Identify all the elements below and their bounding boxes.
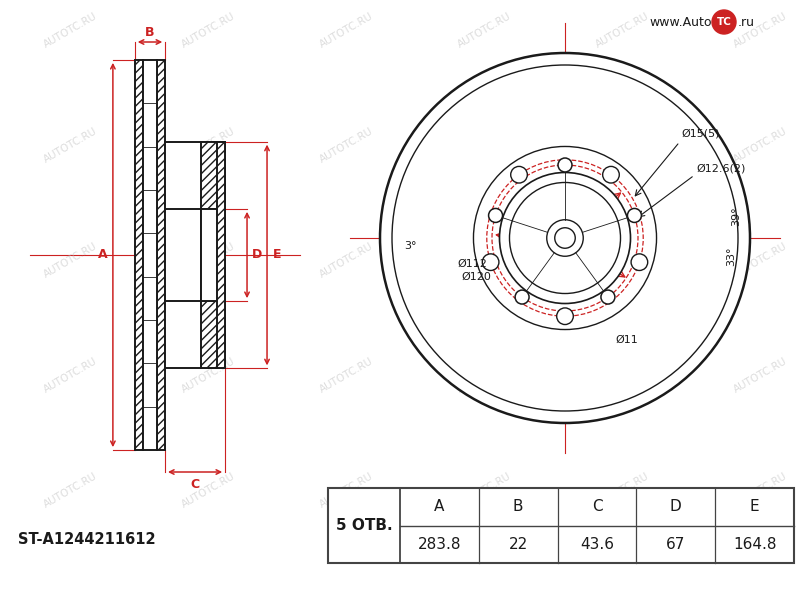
Text: Ø12.6(2): Ø12.6(2) [697, 163, 746, 173]
Text: AUTOTC.RU: AUTOTC.RU [179, 356, 237, 394]
Circle shape [557, 308, 574, 325]
Text: AUTOTC.RU: AUTOTC.RU [179, 470, 237, 509]
Text: D: D [670, 499, 682, 514]
Bar [165, 209, 201, 301]
Circle shape [482, 254, 499, 271]
Circle shape [392, 65, 738, 411]
Text: AUTOTC.RU: AUTOTC.RU [179, 11, 237, 49]
Circle shape [627, 208, 642, 223]
Bar [165, 142, 225, 368]
Text: AUTOTC.RU: AUTOTC.RU [179, 241, 237, 280]
Text: E: E [273, 248, 282, 262]
Circle shape [510, 166, 527, 183]
Text: 67: 67 [666, 537, 686, 552]
Circle shape [631, 254, 648, 271]
Text: AUTOTC.RU: AUTOTC.RU [731, 125, 789, 164]
Text: 39°: 39° [731, 206, 742, 226]
Text: AUTOTC.RU: AUTOTC.RU [455, 125, 513, 164]
Bar [201, 301, 225, 368]
Text: 22: 22 [509, 537, 528, 552]
Text: AUTOTC.RU: AUTOTC.RU [318, 356, 374, 394]
Circle shape [554, 228, 575, 248]
Bar [157, 60, 165, 450]
Text: AUTOTC.RU: AUTOTC.RU [594, 470, 650, 509]
Bar [217, 142, 225, 368]
Bar [143, 60, 157, 450]
Text: AUTOTC.RU: AUTOTC.RU [318, 241, 374, 280]
Text: B: B [146, 25, 154, 38]
Text: AUTOTC.RU: AUTOTC.RU [42, 125, 98, 164]
Text: E: E [750, 499, 759, 514]
Text: AUTOTC.RU: AUTOTC.RU [594, 125, 650, 164]
Text: 164.8: 164.8 [733, 537, 776, 552]
Bar [135, 60, 143, 450]
Bar [201, 142, 225, 209]
Text: Ø120: Ø120 [462, 272, 492, 282]
Text: .ru: .ru [738, 16, 755, 28]
Circle shape [510, 182, 621, 293]
Text: AUTOTC.RU: AUTOTC.RU [731, 356, 789, 394]
Text: AUTOTC.RU: AUTOTC.RU [731, 241, 789, 280]
Text: AUTOTC.RU: AUTOTC.RU [318, 125, 374, 164]
Circle shape [602, 166, 619, 183]
Circle shape [546, 220, 583, 256]
Bar [328, 488, 794, 563]
Circle shape [489, 208, 502, 223]
Text: AUTOTC.RU: AUTOTC.RU [318, 11, 374, 49]
Text: TC: TC [717, 17, 731, 27]
Text: AUTOTC.RU: AUTOTC.RU [455, 241, 513, 280]
Text: AUTOTC.RU: AUTOTC.RU [594, 11, 650, 49]
Circle shape [515, 290, 529, 304]
Text: AUTOTC.RU: AUTOTC.RU [318, 470, 374, 509]
Text: AUTOTC.RU: AUTOTC.RU [42, 470, 98, 509]
Text: www.Auto: www.Auto [650, 16, 712, 28]
Text: C: C [592, 499, 602, 514]
Circle shape [380, 53, 750, 423]
Text: AUTOTC.RU: AUTOTC.RU [42, 11, 98, 49]
Circle shape [474, 146, 657, 329]
Text: A: A [434, 499, 445, 514]
Circle shape [558, 158, 572, 172]
Circle shape [499, 172, 630, 304]
Text: 43.6: 43.6 [580, 537, 614, 552]
Circle shape [601, 290, 615, 304]
Text: Ø112: Ø112 [457, 259, 487, 269]
Text: AUTOTC.RU: AUTOTC.RU [455, 470, 513, 509]
Text: AUTOTC.RU: AUTOTC.RU [179, 125, 237, 164]
Text: 283.8: 283.8 [418, 537, 461, 552]
Text: 5 ОТВ.: 5 ОТВ. [336, 518, 392, 533]
Bar [201, 209, 225, 301]
Circle shape [712, 10, 736, 34]
Text: 3°: 3° [404, 241, 417, 251]
Text: AUTOTC.RU: AUTOTC.RU [455, 11, 513, 49]
Text: AUTOTC.RU: AUTOTC.RU [731, 470, 789, 509]
Text: D: D [252, 248, 262, 262]
Text: AUTOTC.RU: AUTOTC.RU [455, 356, 513, 394]
Text: AUTOTC.RU: AUTOTC.RU [594, 356, 650, 394]
Text: AUTOTC.RU: AUTOTC.RU [42, 241, 98, 280]
Text: Ø11: Ø11 [616, 335, 638, 345]
Text: B: B [513, 499, 523, 514]
Text: AUTOTC.RU: AUTOTC.RU [731, 11, 789, 49]
Text: A: A [98, 248, 108, 262]
Text: ST-A1244211612: ST-A1244211612 [18, 533, 156, 547]
Text: 33°: 33° [726, 247, 736, 266]
Text: C: C [190, 478, 200, 491]
Text: AUTOTC.RU: AUTOTC.RU [594, 241, 650, 280]
Text: AUTOTC.RU: AUTOTC.RU [42, 356, 98, 394]
Text: Ø15(5): Ø15(5) [682, 129, 720, 139]
